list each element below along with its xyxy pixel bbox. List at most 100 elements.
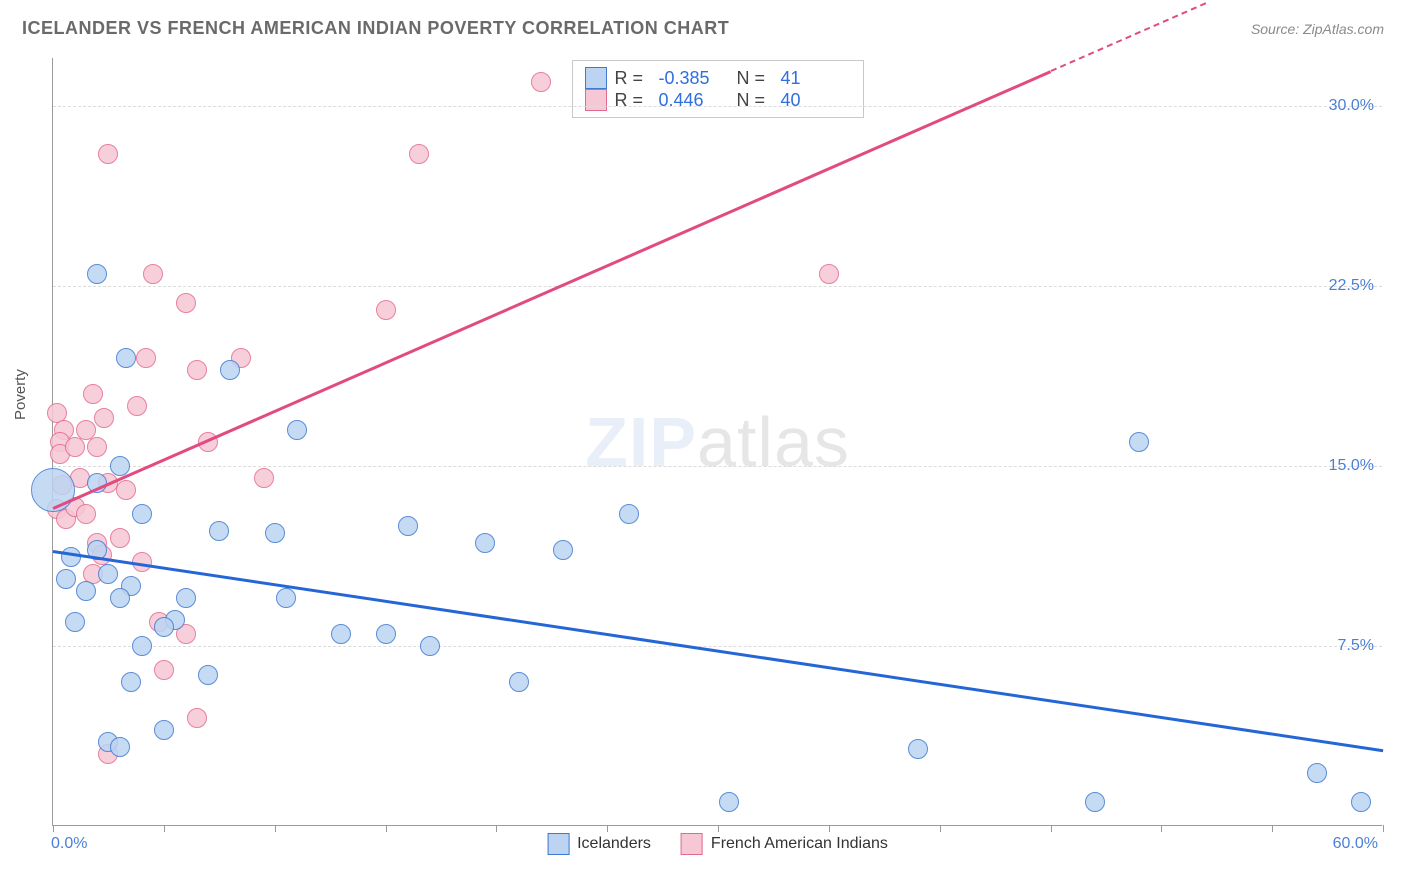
legend-item-pink: French American Indians bbox=[681, 833, 888, 855]
data-point-blue bbox=[56, 569, 76, 589]
x-tick bbox=[940, 825, 941, 832]
watermark-zip: ZIP bbox=[585, 403, 697, 481]
n-label: N = bbox=[737, 90, 773, 111]
x-tick bbox=[1383, 825, 1384, 832]
data-point-blue bbox=[1129, 432, 1149, 452]
r-label: R = bbox=[615, 90, 651, 111]
data-point-blue bbox=[116, 348, 136, 368]
legend-label-blue: Icelanders bbox=[577, 835, 651, 853]
data-point-blue bbox=[265, 523, 285, 543]
stats-row-pink: R = 0.446 N = 40 bbox=[585, 89, 851, 111]
data-point-blue bbox=[209, 521, 229, 541]
x-axis-end-label: 60.0% bbox=[1333, 835, 1378, 853]
y-tick-label: 22.5% bbox=[1329, 277, 1374, 295]
legend-swatch-pink-icon bbox=[681, 833, 703, 855]
x-tick bbox=[1161, 825, 1162, 832]
data-point-blue bbox=[719, 792, 739, 812]
data-point-blue bbox=[154, 617, 174, 637]
data-point-pink bbox=[127, 396, 147, 416]
x-tick bbox=[1051, 825, 1052, 832]
data-point-blue bbox=[619, 504, 639, 524]
data-point-blue bbox=[76, 581, 96, 601]
data-point-blue bbox=[553, 540, 573, 560]
data-point-blue bbox=[110, 588, 130, 608]
y-tick-label: 7.5% bbox=[1338, 637, 1374, 655]
gridline bbox=[53, 106, 1382, 107]
data-point-blue bbox=[420, 636, 440, 656]
data-point-blue bbox=[132, 636, 152, 656]
scatter-plot-area: ZIPatlas R = -0.385 N = 41 R = 0.446 N =… bbox=[52, 58, 1382, 826]
x-tick bbox=[1272, 825, 1273, 832]
x-tick bbox=[386, 825, 387, 832]
data-point-pink bbox=[76, 504, 96, 524]
data-point-blue bbox=[1307, 763, 1327, 783]
n-value-pink: 40 bbox=[781, 90, 851, 111]
r-label: R = bbox=[615, 68, 651, 89]
data-point-pink bbox=[143, 264, 163, 284]
data-point-blue bbox=[331, 624, 351, 644]
stats-row-blue: R = -0.385 N = 41 bbox=[585, 67, 851, 89]
data-point-blue bbox=[98, 564, 118, 584]
legend-label-pink: French American Indians bbox=[711, 835, 888, 853]
data-point-pink bbox=[409, 144, 429, 164]
y-tick-label: 15.0% bbox=[1329, 457, 1374, 475]
x-tick bbox=[829, 825, 830, 832]
source-attribution: Source: ZipAtlas.com bbox=[1251, 21, 1384, 37]
data-point-blue bbox=[110, 737, 130, 757]
data-point-blue bbox=[132, 504, 152, 524]
data-point-blue bbox=[509, 672, 529, 692]
correlation-stats-box: R = -0.385 N = 41 R = 0.446 N = 40 bbox=[572, 60, 864, 118]
data-point-pink bbox=[136, 348, 156, 368]
data-point-blue bbox=[87, 264, 107, 284]
chart-title: ICELANDER VS FRENCH AMERICAN INDIAN POVE… bbox=[22, 18, 729, 39]
legend-swatch-blue-icon bbox=[547, 833, 569, 855]
data-point-pink bbox=[176, 293, 196, 313]
x-tick bbox=[275, 825, 276, 832]
data-point-blue bbox=[198, 665, 218, 685]
data-point-blue bbox=[376, 624, 396, 644]
r-value-pink: 0.446 bbox=[659, 90, 729, 111]
gridline bbox=[53, 466, 1382, 467]
data-point-blue bbox=[31, 468, 75, 512]
gridline bbox=[53, 286, 1382, 287]
data-point-pink bbox=[65, 437, 85, 457]
y-axis-label: Poverty bbox=[12, 369, 29, 420]
data-point-pink bbox=[376, 300, 396, 320]
x-tick bbox=[496, 825, 497, 832]
data-point-pink bbox=[254, 468, 274, 488]
data-point-blue bbox=[121, 672, 141, 692]
data-point-blue bbox=[110, 456, 130, 476]
swatch-pink-icon bbox=[585, 89, 607, 111]
data-point-blue bbox=[65, 612, 85, 632]
data-point-pink bbox=[87, 437, 107, 457]
swatch-blue-icon bbox=[585, 67, 607, 89]
data-point-blue bbox=[398, 516, 418, 536]
data-point-blue bbox=[61, 547, 81, 567]
x-tick bbox=[718, 825, 719, 832]
data-point-pink bbox=[116, 480, 136, 500]
data-point-blue bbox=[276, 588, 296, 608]
y-tick-label: 30.0% bbox=[1329, 97, 1374, 115]
watermark-atlas: atlas bbox=[697, 403, 850, 481]
n-label: N = bbox=[737, 68, 773, 89]
x-tick bbox=[53, 825, 54, 832]
trend-line-pink bbox=[52, 70, 1050, 509]
data-point-blue bbox=[154, 720, 174, 740]
data-point-blue bbox=[475, 533, 495, 553]
gridline bbox=[53, 646, 1382, 647]
watermark: ZIPatlas bbox=[585, 402, 850, 482]
data-point-pink bbox=[83, 384, 103, 404]
data-point-pink bbox=[187, 360, 207, 380]
x-tick bbox=[607, 825, 608, 832]
x-axis-start-label: 0.0% bbox=[51, 835, 87, 853]
data-point-blue bbox=[176, 588, 196, 608]
trend-line-blue bbox=[53, 550, 1383, 752]
data-point-blue bbox=[287, 420, 307, 440]
data-point-pink bbox=[110, 528, 130, 548]
legend: Icelanders French American Indians bbox=[547, 833, 888, 855]
data-point-pink bbox=[819, 264, 839, 284]
data-point-pink bbox=[187, 708, 207, 728]
data-point-blue bbox=[1351, 792, 1371, 812]
data-point-pink bbox=[94, 408, 114, 428]
r-value-blue: -0.385 bbox=[659, 68, 729, 89]
